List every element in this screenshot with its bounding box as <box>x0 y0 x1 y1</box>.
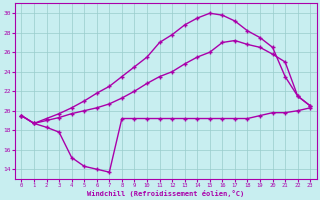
X-axis label: Windchill (Refroidissement éolien,°C): Windchill (Refroidissement éolien,°C) <box>87 190 244 197</box>
